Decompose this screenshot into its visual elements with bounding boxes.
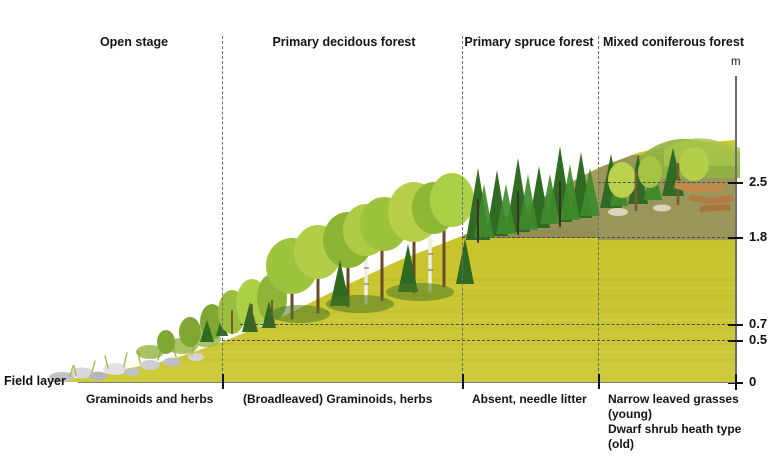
stage-divider-2: [462, 36, 463, 376]
primary-deciduous-forest: [266, 173, 474, 323]
height-guide-0-5: [222, 340, 735, 341]
stage-divider-1: [222, 36, 223, 376]
field-layer-axis-line: [78, 382, 735, 383]
field-layer-desc-mixed-line-2: (young): [608, 407, 652, 421]
field-layer-desc-mixed: Narrow leaved grasses (young) Dwarf shru…: [608, 392, 758, 452]
field-layer-desc-mixed-line-1: Narrow leaved grasses: [608, 392, 739, 406]
field-layer-tick-2: [462, 374, 464, 389]
field-layer-tick-3: [598, 374, 600, 389]
open-stage-rocks: [49, 353, 204, 382]
height-axis-line: [735, 76, 737, 383]
deadwood-logs: [674, 180, 734, 212]
field-layer-desc-mixed-line-3: Dwarf shrub heath type: [608, 422, 742, 436]
height-tick-label-1-8: 1.8: [749, 229, 768, 244]
height-guide-0-7: [240, 324, 735, 325]
height-tick-0-5: [728, 340, 743, 342]
height-guide-2-5: [598, 182, 735, 183]
stage-label-primary-decidous-forest: Primary decidous forest: [272, 35, 416, 49]
height-tick-label-2-5: 2.5: [749, 174, 768, 189]
height-tick-label-0-5: 0.5: [749, 332, 768, 347]
height-guide-1-8: [462, 237, 735, 238]
field-layer-desc-spruce: Absent, needle litter: [472, 392, 587, 406]
stage-label-open-stage: Open stage: [99, 35, 169, 49]
field-layer-desc-decidous: (Broadleaved) Graminoids, herbs: [243, 392, 433, 406]
height-tick-0-7: [728, 324, 743, 326]
origin-marker: [735, 374, 737, 390]
field-layer-tick-1: [222, 374, 224, 389]
height-tick-label-0-7: 0.7: [749, 316, 768, 331]
mixed-coniferous-forest: [600, 138, 740, 216]
field-layer-desc-open-stage: Graminoids and herbs: [86, 392, 214, 406]
height-tick-label-0: 0: [749, 374, 757, 389]
primary-spruce-forest: [466, 146, 600, 243]
height-tick-1-8: [728, 237, 743, 239]
open-stage-saplings: [157, 304, 228, 354]
stage-label-primary-spruce-forest: Primary spruce forest: [464, 35, 594, 49]
forest-succession-illustration: [0, 60, 740, 383]
stage-divider-3: [598, 36, 599, 376]
stage-label-mixed-coniferous-forest: Mixed coniferous forest: [603, 35, 744, 49]
field-layer-label: Field layer: [4, 374, 66, 388]
height-axis-unit: m: [731, 56, 741, 68]
field-layer-desc-mixed-line-4: (old): [608, 437, 634, 451]
height-tick-2-5: [728, 182, 743, 184]
